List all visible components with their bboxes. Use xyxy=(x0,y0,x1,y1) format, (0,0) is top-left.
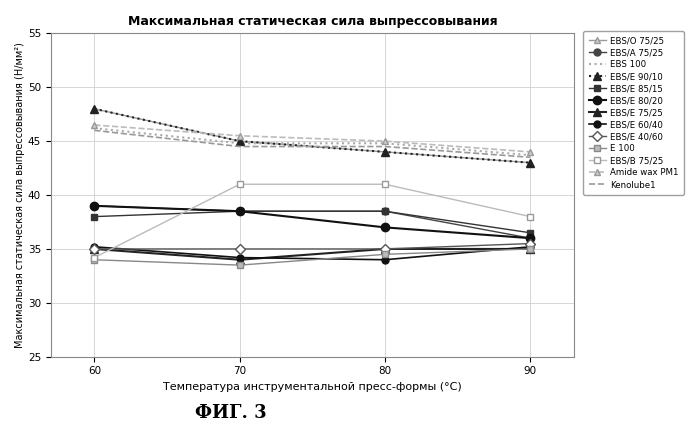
EBS 100 xyxy=(381,141,389,146)
Line: EBS/O 75/25: EBS/O 75/25 xyxy=(91,105,534,166)
Legend: EBS/O 75/25, EBS/A 75/25, EBS 100, EBS/E 90/10, EBS/E 85/15, EBS/E 80/20, EBS/E : EBS/O 75/25, EBS/A 75/25, EBS 100, EBS/E… xyxy=(584,31,684,195)
EBS/E 90/10 xyxy=(90,106,99,112)
Text: ФИГ. 3: ФИГ. 3 xyxy=(195,404,266,422)
EBS/E 75/25 xyxy=(381,246,389,251)
Y-axis label: Максимальная статическая сила выпрессовывания (Н/мм²): Максимальная статическая сила выпрессовы… xyxy=(15,42,25,348)
Kenolube1 xyxy=(236,144,244,149)
EBS/O 75/25 xyxy=(236,139,244,144)
EBS/E 75/25 xyxy=(90,246,99,251)
EBS/E 40/60 xyxy=(381,246,389,251)
EBS/E 90/10 xyxy=(526,160,535,165)
Kenolube1 xyxy=(90,128,99,133)
EBS/E 40/60 xyxy=(526,241,535,246)
EBS/A 75/25 xyxy=(236,209,244,214)
EBS/E 75/25 xyxy=(526,246,535,251)
EBS/B 75/25 xyxy=(236,182,244,187)
Line: EBS 100: EBS 100 xyxy=(94,128,531,155)
EBS/E 60/40 xyxy=(381,257,389,262)
EBS/A 75/25 xyxy=(381,209,389,214)
EBS/B 75/25 xyxy=(90,255,99,260)
EBS/A 75/25 xyxy=(526,236,535,241)
EBS/O 75/25 xyxy=(381,149,389,154)
EBS/E 40/60 xyxy=(236,246,244,251)
EBS/E 60/40 xyxy=(90,244,99,249)
E 100 xyxy=(381,252,389,257)
EBS/E 80/20 xyxy=(236,209,244,214)
EBS/B 75/25 xyxy=(526,214,535,219)
Line: EBS/E 40/60: EBS/E 40/60 xyxy=(91,240,534,252)
Line: EBS/E 80/20: EBS/E 80/20 xyxy=(90,202,535,243)
EBS/E 85/15 xyxy=(236,209,244,214)
EBS 100 xyxy=(90,126,99,131)
EBS/E 90/10 xyxy=(381,149,389,154)
Kenolube1 xyxy=(526,155,535,160)
Amide wax PM1 xyxy=(526,149,535,154)
Amide wax PM1 xyxy=(90,123,99,128)
E 100 xyxy=(90,257,99,262)
Line: EBS/E 60/40: EBS/E 60/40 xyxy=(91,243,534,263)
Line: EBS/E 75/25: EBS/E 75/25 xyxy=(90,245,535,264)
EBS 100 xyxy=(236,141,244,146)
EBS/B 75/25 xyxy=(381,182,389,187)
EBS/E 80/20 xyxy=(90,203,99,208)
Line: Kenolube1: Kenolube1 xyxy=(94,130,531,157)
EBS/E 90/10 xyxy=(236,139,244,144)
Title: Максимальная статическая сила выпрессовывания: Максимальная статическая сила выпрессовы… xyxy=(127,15,497,28)
Line: EBS/A 75/25: EBS/A 75/25 xyxy=(91,202,534,242)
Kenolube1 xyxy=(381,144,389,149)
Amide wax PM1 xyxy=(381,139,389,144)
Line: EBS/E 85/15: EBS/E 85/15 xyxy=(91,208,534,236)
EBS/O 75/25 xyxy=(526,160,535,165)
E 100 xyxy=(236,262,244,268)
EBS/E 40/60 xyxy=(90,246,99,251)
EBS/E 80/20 xyxy=(381,225,389,230)
EBS/A 75/25 xyxy=(90,203,99,208)
E 100 xyxy=(526,246,535,251)
EBS/O 75/25 xyxy=(90,106,99,112)
EBS 100 xyxy=(526,153,535,158)
EBS/E 60/40 xyxy=(526,244,535,249)
EBS/E 85/15 xyxy=(381,209,389,214)
EBS/E 85/15 xyxy=(90,214,99,219)
EBS/E 75/25 xyxy=(236,257,244,262)
Line: EBS/B 75/25: EBS/B 75/25 xyxy=(91,181,534,261)
X-axis label: Температура инструментальной пресс-формы (°С): Температура инструментальной пресс-формы… xyxy=(163,382,462,392)
EBS/E 60/40 xyxy=(236,255,244,260)
Line: Amide wax PM1: Amide wax PM1 xyxy=(91,122,534,156)
Amide wax PM1 xyxy=(236,133,244,138)
EBS/E 80/20 xyxy=(526,236,535,241)
Line: E 100: E 100 xyxy=(91,245,534,268)
EBS/E 85/15 xyxy=(526,230,535,235)
Line: EBS/E 90/10: EBS/E 90/10 xyxy=(90,105,535,167)
